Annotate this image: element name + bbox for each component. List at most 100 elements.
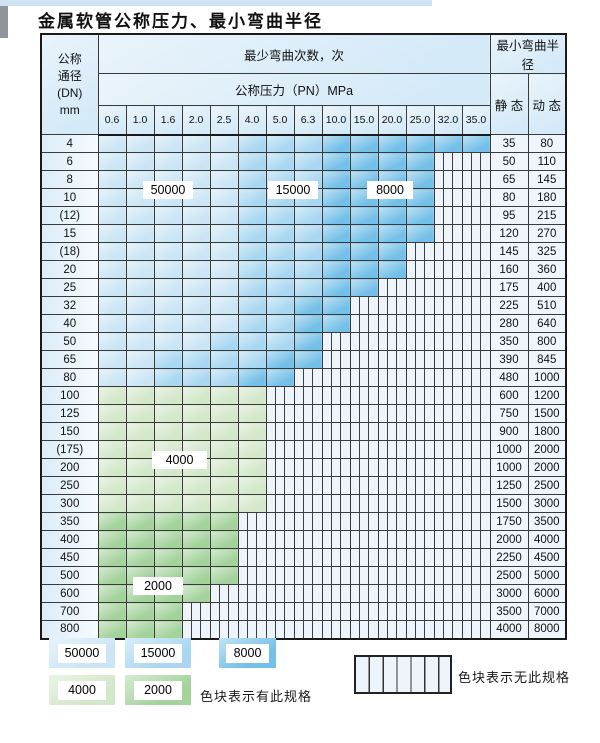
dn-cell: 150 [40,422,99,441]
spec-cell [237,350,267,369]
spec-cell [125,296,155,315]
dynamic-radius-cell: 3500 [527,512,567,531]
no-spec-cell [265,404,295,423]
dynamic-radius-cell: 400 [527,278,567,297]
spec-cell [293,350,323,369]
no-spec-cell [321,476,351,495]
legend-swatch-value: 50000 [58,643,106,663]
no-spec-cell [377,566,407,585]
no-spec-cell [321,368,351,387]
spec-cell [97,602,127,621]
pressure-value-header: 5.0 [265,105,295,136]
pressure-header: 公称压力（PN）MPa [97,73,491,106]
static-radius-cell: 145 [489,242,529,261]
spec-cell [209,458,239,477]
no-spec-cell [349,350,379,369]
spec-cell [209,566,239,585]
no-spec-cell [237,602,267,621]
no-spec-cell [461,494,491,513]
spec-cell [321,134,351,153]
spec-cell [125,530,155,549]
static-radius-cell: 120 [489,224,529,243]
no-spec-cell [349,602,379,621]
table-row: 200 1000 2000 [40,458,567,477]
static-radius-cell: 350 [489,332,529,351]
no-spec-cell [293,440,323,459]
no-spec-cell [433,242,463,261]
static-radius-cell: 1500 [489,494,529,513]
table-row: 25 175 400 [40,278,567,297]
spec-cell [237,458,267,477]
spec-cell [293,314,323,333]
spec-cell [237,152,267,171]
cycle-count-label: 2000 [133,577,183,595]
no-spec-cell [321,530,351,549]
no-spec-cell [461,224,491,243]
spec-cell [153,278,183,297]
spec-cell [265,368,295,387]
no-spec-cell [461,512,491,531]
spec-cell [293,260,323,279]
spec-cell [97,206,127,225]
table-row: 32 225 510 [40,296,567,315]
table-row: 15 120 270 [40,224,567,243]
spec-cell [125,152,155,171]
spec-cell [209,152,239,171]
spec-cell [265,152,295,171]
spec-cell [265,224,295,243]
dn-cell: 250 [40,476,99,495]
table-row: 100 600 1200 [40,386,567,405]
spec-cell [153,206,183,225]
spec-cell [125,404,155,423]
dn-column-header: 公称 通径 (DN) mm [40,33,99,135]
no-spec-cell [433,350,463,369]
spec-cell [321,260,351,279]
no-spec-cell [433,206,463,225]
pressure-value-header: 32.0 [433,105,463,136]
scan-artifact-strip [0,0,432,6]
spec-cell [265,296,295,315]
spec-cell [237,260,267,279]
dynamic-radius-cell: 8000 [527,620,567,639]
spec-cell [181,368,211,387]
spec-cell [97,476,127,495]
spec-cell [237,206,267,225]
page-title: 金属软管公称压力、最小弯曲半径 [38,12,323,32]
spec-cell [237,440,267,459]
static-radius-cell: 1000 [489,458,529,477]
spec-cell [237,422,267,441]
spec-cell [125,278,155,297]
no-spec-cell [461,314,491,333]
dn-cell: 20 [40,260,99,279]
no-spec-cell [349,566,379,585]
spec-cell [97,242,127,261]
static-radius-cell: 1000 [489,440,529,459]
no-spec-cell [377,404,407,423]
dynamic-radius-cell: 80 [527,134,567,153]
pressure-value-header: 20.0 [377,105,407,136]
spec-cell [265,350,295,369]
no-spec-cell [405,368,435,387]
no-spec-cell [349,620,379,639]
table-row: (18) 145 325 [40,242,567,261]
no-spec-cell [377,368,407,387]
no-spec-cell [461,242,491,261]
spec-cell [125,440,155,459]
dynamic-radius-cell: 510 [527,296,567,315]
dynamic-radius-cell: 2000 [527,440,567,459]
dn-header-line: 通径 [57,68,82,83]
dynamic-radius-cell: 1500 [527,404,567,423]
spec-cell [293,206,323,225]
no-spec-cell [461,440,491,459]
no-spec-cell [405,620,435,639]
no-spec-cell [265,530,295,549]
spec-cell [97,386,127,405]
no-spec-cell [321,332,351,351]
spec-cell [181,548,211,567]
dynamic-radius-cell: 1000 [527,368,567,387]
spec-cell [321,152,351,171]
no-spec-cell [461,296,491,315]
spec-cell [153,404,183,423]
no-spec-cell [405,278,435,297]
dn-cell: 6 [40,152,99,171]
